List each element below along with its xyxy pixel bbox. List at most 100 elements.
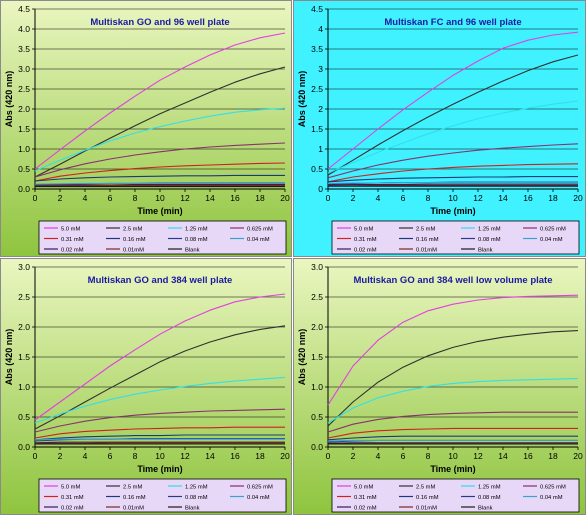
y-tick-label: 0.0 (311, 442, 323, 452)
y-tick-label: 2.5 (18, 84, 30, 94)
y-tick-label: 1.0 (311, 382, 323, 392)
legend-label: 1.25 mM (478, 485, 501, 491)
legend-box (331, 220, 580, 255)
y-tick-label: 0.0 (18, 442, 30, 452)
series-line-1-25-mm (327, 100, 579, 174)
legend-label: 0.04 mM (540, 237, 563, 243)
legend-label: 0.04 mM (247, 237, 270, 243)
x-tick-label: 12 (180, 193, 190, 203)
x-tick-label: 6 (108, 451, 113, 461)
chart-background (294, 1, 585, 256)
legend-label: 2.5 mM (123, 485, 142, 491)
y-tick-label: 3.0 (18, 64, 30, 74)
y-tick-label: 2.0 (18, 322, 30, 332)
legend-label: 0.04 mM (247, 495, 270, 501)
series-line-0-04-mm (327, 182, 578, 184)
x-tick-label: 16 (230, 193, 240, 203)
legend-label: 2.5 mM (123, 227, 142, 233)
x-tick-label: 4 (376, 193, 381, 203)
y-axis-label: Abs (420 nm) (4, 71, 14, 128)
y-tick-label: 2.5 (18, 292, 30, 302)
series-line-2-5-mm (34, 325, 286, 430)
chart-background (1, 259, 291, 514)
legend-label: 0.16 mM (123, 495, 146, 501)
series-line-0-02-mm (34, 184, 285, 186)
legend-label: 0.31 mM (354, 237, 377, 243)
x-tick-label: 14 (205, 451, 215, 461)
series-line-0-02-mm (327, 442, 578, 444)
y-tick-label: 2.5 (311, 292, 323, 302)
series-line-0-625-mm (34, 408, 286, 433)
chart-background (1, 1, 291, 256)
y-tick-label: 0.5 (18, 164, 30, 174)
x-tick-label: 18 (548, 193, 558, 203)
legend-label: 0.08 mM (478, 495, 501, 501)
y-axis-label: Abs (420 nm) (297, 71, 307, 128)
legend-box (38, 478, 287, 513)
x-tick-label: 2 (58, 193, 63, 203)
x-tick-label: 8 (426, 451, 431, 461)
series-line-0-625-mm (327, 411, 578, 433)
x-tick-label: 6 (401, 451, 406, 461)
x-tick-label: 10 (155, 451, 165, 461)
series-line-0-16-mm (327, 176, 578, 183)
y-tick-label: 3.5 (18, 44, 30, 54)
legend-label: 5.0 mM (354, 485, 373, 491)
x-tick-label: 12 (180, 451, 190, 461)
legend-label: 0.31 mM (61, 237, 84, 243)
legend-label: 1.25 mM (185, 227, 208, 233)
x-tick-label: 20 (280, 451, 290, 461)
series-line-1-25-mm (327, 378, 579, 424)
x-tick-label: 10 (448, 193, 458, 203)
y-axis-label: Abs (420 nm) (4, 329, 14, 386)
legend-label: 0.04 mM (540, 495, 563, 501)
y-tick-label: 3.0 (311, 262, 323, 272)
legend-label: 0.02 mM (354, 248, 377, 254)
series-line-0-01mm (35, 442, 285, 444)
x-tick-label: 20 (573, 451, 583, 461)
chart-svg: 0.0 0.5 1.0 1.5 2.0 2.5 3.0 3.5 4.0 4.5 0 2 4 6 8 10 12 1… (1, 1, 291, 256)
legend-label: 0.625 mM (247, 485, 273, 491)
series-line-0-02-mm (327, 183, 578, 186)
legend-label: 5.0 mM (354, 227, 373, 233)
x-tick-label: 20 (573, 193, 583, 203)
x-axis-label: Time (min) (137, 464, 182, 474)
series-line-5-0-mm (34, 293, 286, 421)
x-tick-label: 0 (326, 193, 331, 203)
chart-svg: 0 0.5 1 1.5 2 2.5 3 3.5 4 4.5 0 2 4 6 8 10 12 14 16 18 20 Mul… (294, 1, 585, 256)
x-axis-label: Time (min) (430, 464, 475, 474)
x-tick-label: 14 (205, 193, 215, 203)
x-tick-label: 6 (108, 193, 113, 203)
series-line-0-31-mm (34, 162, 286, 182)
legend-label: 0.02 mM (61, 248, 84, 254)
x-tick-label: 12 (473, 193, 483, 203)
y-tick-label: 1 (318, 144, 323, 154)
legend-label: 2.5 mM (416, 485, 435, 491)
x-tick-label: 18 (255, 451, 265, 461)
series-line-2-5-mm (327, 54, 579, 176)
series-line-0-31-mm (327, 427, 578, 439)
legend-label: 0.08 mM (478, 237, 501, 243)
y-tick-label: 4.5 (18, 4, 30, 14)
series-line-5-0-mm (34, 32, 286, 170)
chart-panel-fc-96: 0 0.5 1 1.5 2 2.5 3 3.5 4 4.5 0 2 4 6 8 10 12 14 16 18 20 Mul… (293, 0, 586, 257)
legend-label: 5.0 mM (61, 485, 80, 491)
y-tick-label: 0.5 (311, 412, 323, 422)
x-tick-label: 6 (401, 193, 406, 203)
series-line-0-31-mm (327, 163, 579, 183)
y-tick-label: 0.0 (18, 184, 30, 194)
y-tick-label: 4.0 (18, 24, 30, 34)
x-tick-label: 10 (155, 193, 165, 203)
y-tick-label: 0.5 (311, 164, 323, 174)
series-line-0-02-mm (34, 441, 285, 444)
legend-label: 1.25 mM (478, 227, 501, 233)
y-tick-label: 1.5 (18, 352, 30, 362)
series-line-2-5-mm (34, 66, 286, 178)
chart-title: Multiskan GO and 384 well low volume pla… (353, 275, 552, 286)
chart-title: Multiskan FC and 96 well plate (384, 17, 521, 28)
legend-label: 0.01mM (123, 506, 144, 512)
chart-svg: 0.0 0.5 1.0 1.5 2.0 2.5 3.0 0 2 4 6 8 10 12 14 16 18 20 Mu… (294, 259, 585, 514)
y-tick-label: 1.0 (18, 144, 30, 154)
x-tick-label: 4 (376, 451, 381, 461)
series-line-0-04-mm (34, 438, 285, 441)
